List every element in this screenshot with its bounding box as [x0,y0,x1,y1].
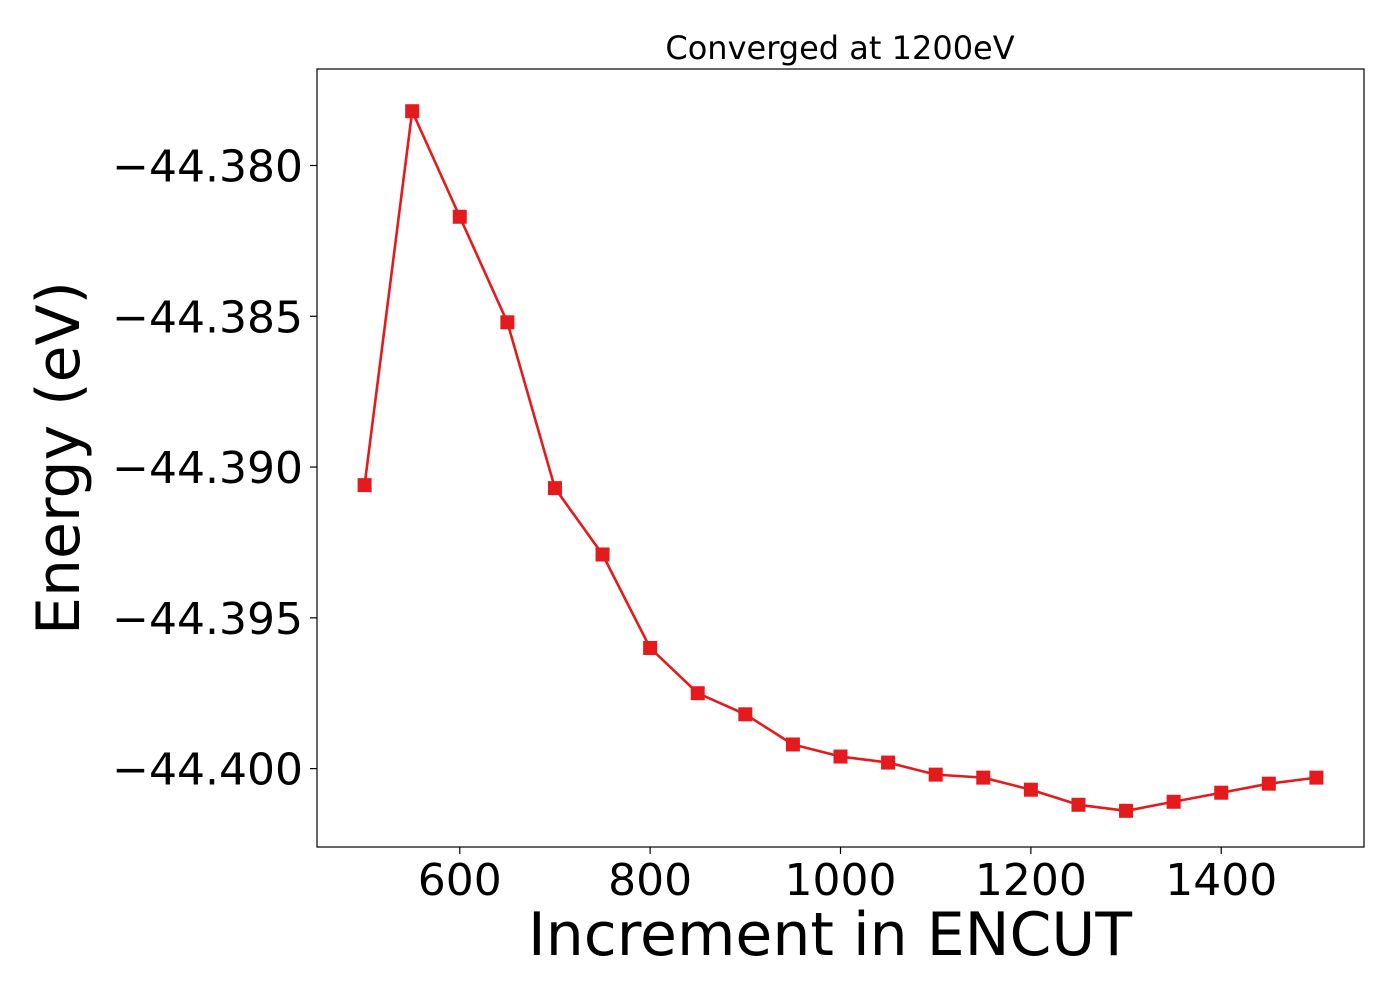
y-tick-label: −44.400 [112,745,303,796]
data-point [547,481,562,496]
data-point [1071,797,1086,812]
data-point [690,686,705,701]
data-point [738,707,753,722]
y-tick-label: −44.395 [112,594,303,645]
data-point [405,104,420,119]
data-point [643,640,658,655]
data-point [928,767,943,782]
data-point [1119,803,1134,818]
series-layer [357,104,1324,818]
y-axis-label: Energy (eV) [24,281,94,635]
x-tick-label: 600 [418,855,502,906]
x-tick-label: 800 [608,855,692,906]
data-point [595,547,610,562]
data-point [1166,794,1181,809]
y-axis: −44.380 −44.385 −44.390 −44.395 −44.400 [112,141,317,796]
data-point [976,770,991,785]
y-tick-label: −44.380 [112,141,303,192]
plot-area [316,68,1365,848]
chart-title: Converged at 1200eV [665,29,1014,67]
data-point [1023,782,1038,797]
y-tick-label: −44.390 [112,443,303,494]
data-point [881,755,896,770]
data-point [500,315,515,330]
y-tick-label: −44.385 [112,292,303,343]
x-axis: 600 800 1000 1200 1400 [418,847,1277,906]
data-point [1214,785,1229,800]
data-point [785,737,800,752]
data-point [1309,770,1324,785]
data-point [833,749,848,764]
x-tick-label: 1400 [1165,855,1277,906]
series-line [363,109,1317,813]
x-tick-label: 1200 [975,855,1087,906]
x-axis-label: Increment in ENCUT [528,900,1132,970]
data-point [452,209,467,224]
data-point [357,478,372,493]
data-point [1261,776,1276,791]
x-tick-label: 1000 [785,855,897,906]
